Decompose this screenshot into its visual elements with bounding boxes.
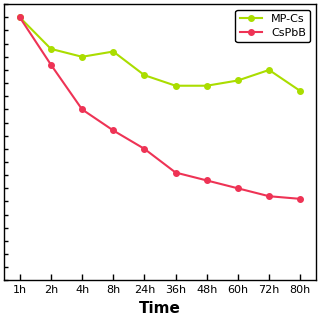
- MP-Cs: [205, 84, 209, 88]
- CsPbB: [236, 187, 240, 190]
- CsPbB: [18, 15, 22, 19]
- X-axis label: Time: Time: [139, 301, 181, 316]
- CsPbB: [49, 63, 53, 67]
- MP-Cs: [298, 89, 302, 93]
- MP-Cs: [80, 55, 84, 59]
- CsPbB: [267, 194, 271, 198]
- CsPbB: [80, 108, 84, 111]
- MP-Cs: [111, 50, 115, 53]
- CsPbB: [205, 179, 209, 182]
- MP-Cs: [236, 78, 240, 82]
- MP-Cs: [18, 15, 22, 19]
- CsPbB: [142, 147, 146, 151]
- CsPbB: [111, 129, 115, 132]
- MP-Cs: [142, 73, 146, 77]
- CsPbB: [174, 171, 178, 174]
- Legend: MP-Cs, CsPbB: MP-Cs, CsPbB: [236, 10, 310, 42]
- MP-Cs: [174, 84, 178, 88]
- Line: MP-Cs: MP-Cs: [17, 14, 303, 94]
- MP-Cs: [49, 47, 53, 51]
- MP-Cs: [267, 68, 271, 72]
- Line: CsPbB: CsPbB: [17, 14, 303, 202]
- CsPbB: [298, 197, 302, 201]
